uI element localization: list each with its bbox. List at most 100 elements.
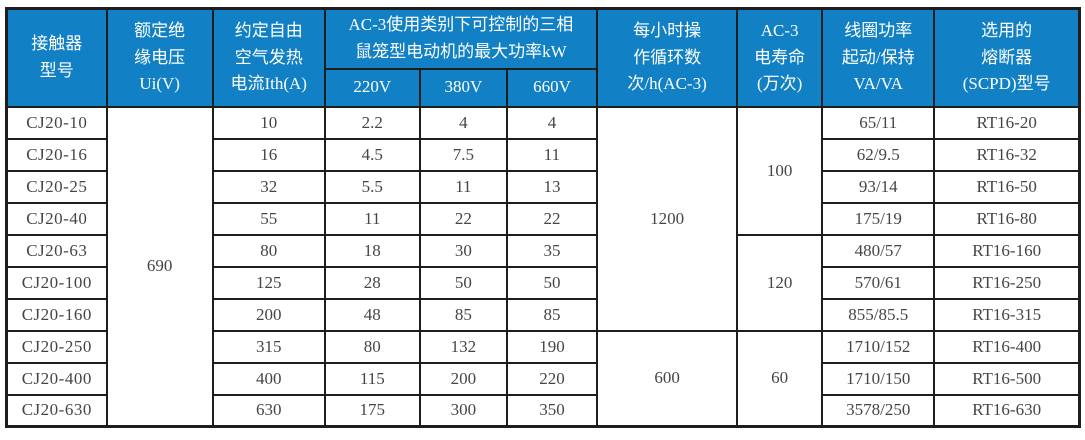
cell-kw220: 175 (323, 393, 421, 428)
table-row: CJ20-40 55 11 22 22 175/19 RT16-80 (5, 201, 1081, 236)
cell-model: CJ20-100 (5, 265, 108, 300)
table-row: CJ20-16 16 4.5 7.5 11 62/9.5 RT16-32 (5, 137, 1081, 172)
table-row: CJ20-100 125 28 50 50 570/61 RT16-250 (5, 265, 1081, 300)
table-body: CJ20-10 690 10 2.2 4 4 1200 100 65/11 RT… (5, 105, 1081, 428)
header-row-sub: 220V 380V 660V (7, 67, 1080, 108)
cell-ith: 16 (211, 137, 326, 172)
cell-coil-power: 1710/152 (821, 329, 936, 364)
cell-coil-power: 570/61 (821, 265, 936, 300)
cell-ith: 400 (211, 361, 326, 396)
table-row: CJ20-10 690 10 2.2 4 4 1200 100 65/11 RT… (5, 105, 1081, 428)
cell-kw380: 22 (418, 201, 508, 236)
cell-ith: 32 (211, 169, 326, 204)
cell-ith: 125 (211, 265, 326, 300)
cell-kw380: 85 (418, 297, 508, 332)
cell-fuse: RT16-250 (933, 265, 1081, 300)
cell-kw660: 11 (505, 137, 599, 172)
cell-fuse: RT16-400 (933, 329, 1081, 364)
contactor-spec-table-container: 接触器 型号 额定绝 缘电压 Ui(V) 约定自由 空气发热 电流Ith(A) … (5, 7, 1081, 428)
cell-kw220: 48 (323, 297, 421, 332)
cell-kw380: 132 (418, 329, 508, 364)
cell-kw660: 220 (505, 361, 599, 396)
cell-kw220: 2.2 (323, 105, 421, 140)
cell-model: CJ20-63 (5, 233, 108, 268)
cell-model: CJ20-630 (5, 393, 108, 428)
cell-life-merged-bottom: 60 (736, 329, 824, 428)
cell-coil-power: 480/57 (821, 233, 936, 268)
cell-kw220: 28 (323, 265, 421, 300)
cell-model: CJ20-40 (5, 201, 108, 236)
cell-kw380: 7.5 (418, 137, 508, 172)
cell-life-merged-top: 100 (736, 105, 824, 236)
table-row: CJ20-160 200 48 85 85 855/85.5 RT16-315 (5, 297, 1081, 332)
cell-kw220: 18 (323, 233, 421, 268)
cell-fuse: RT16-315 (933, 297, 1081, 332)
cell-kw660: 50 (505, 265, 599, 300)
col-header-380v: 380V (418, 67, 508, 108)
cell-coil-power: 93/14 (821, 169, 936, 204)
contactor-spec-table: 接触器 型号 额定绝 缘电压 Ui(V) 约定自由 空气发热 电流Ith(A) … (5, 7, 1081, 428)
cell-fuse: RT16-32 (933, 137, 1081, 172)
header-row-top: 接触器 型号 额定绝 缘电压 Ui(V) 约定自由 空气发热 电流Ith(A) … (5, 7, 1081, 108)
cell-model: CJ20-16 (5, 137, 108, 172)
cell-kw660: 4 (505, 105, 599, 140)
cell-model: CJ20-250 (5, 329, 108, 364)
cell-ith: 10 (211, 105, 326, 140)
cell-kw220: 5.5 (323, 169, 421, 204)
cell-kw660: 85 (505, 297, 599, 332)
table-row: CJ20-400 400 115 200 220 1710/150 RT16-5… (5, 361, 1081, 396)
cell-coil-power: 65/11 (821, 105, 936, 140)
cell-kw660: 35 (505, 233, 599, 268)
col-header-660v: 660V (505, 67, 599, 108)
col-header-fuse-type: 选用的 熔断器 (SCPD)型号 (933, 7, 1081, 108)
cell-fuse: RT16-80 (933, 201, 1081, 236)
table-row: CJ20-630 630 175 300 350 3578/250 RT16-6… (5, 393, 1081, 428)
cell-kw220: 115 (323, 361, 421, 396)
cell-kw660: 22 (505, 201, 599, 236)
cell-kw380: 50 (418, 265, 508, 300)
cell-model: CJ20-25 (5, 169, 108, 204)
table-row: CJ20-63 80 18 30 35 120 480/57 RT16-160 (5, 233, 1081, 332)
cell-fuse: RT16-630 (933, 393, 1081, 428)
table-row: CJ20-25 32 5.5 11 13 93/14 RT16-50 (5, 169, 1081, 204)
cell-coil-power: 62/9.5 (821, 137, 936, 172)
cell-ith: 315 (211, 329, 326, 364)
cell-fuse: RT16-20 (933, 105, 1081, 140)
cell-cycles-merged-top: 1200 (596, 105, 739, 332)
cell-fuse: RT16-160 (933, 233, 1081, 268)
cell-kw380: 300 (418, 393, 508, 428)
col-header-220v: 220V (323, 67, 421, 108)
col-header-coil-power: 线圈功率 起动/保持 VA/VA (821, 7, 936, 108)
cell-kw220: 4.5 (323, 137, 421, 172)
cell-kw220: 80 (323, 329, 421, 364)
cell-coil-power: 3578/250 (821, 393, 936, 428)
cell-ith: 80 (211, 233, 326, 268)
cell-model: CJ20-10 (5, 105, 108, 140)
cell-kw380: 4 (418, 105, 508, 140)
col-header-electrical-life: AC-3 电寿命 (万次) (736, 7, 824, 108)
cell-cycles-merged-bottom: 600 (596, 329, 739, 428)
cell-life-merged-mid: 120 (736, 233, 824, 332)
cell-ith: 630 (211, 393, 326, 428)
cell-ith: 200 (211, 297, 326, 332)
cell-coil-power: 855/85.5 (821, 297, 936, 332)
cell-model: CJ20-160 (5, 297, 108, 332)
cell-kw660: 350 (505, 393, 599, 428)
cell-ith: 55 (211, 201, 326, 236)
cell-coil-power: 175/19 (821, 201, 936, 236)
cell-kw660: 13 (505, 169, 599, 204)
cell-kw380: 11 (418, 169, 508, 204)
cell-kw380: 30 (418, 233, 508, 268)
cell-kw380: 200 (418, 361, 508, 396)
col-header-thermal-current: 约定自由 空气发热 电流Ith(A) (211, 7, 326, 108)
col-header-ac3-max-power: AC-3使用类别下可控制的三相 鼠笼型电动机的最大功率kW (323, 7, 599, 70)
cell-model: CJ20-400 (5, 361, 108, 396)
cell-insulation-voltage-merged: 690 (105, 105, 214, 428)
cell-fuse: RT16-500 (933, 361, 1081, 396)
col-header-cycles-per-hour: 每小时操 作循环数 次/h(AC-3) (596, 7, 739, 108)
col-header-insulation-voltage: 额定绝 缘电压 Ui(V) (105, 7, 214, 108)
table-header: 接触器 型号 额定绝 缘电压 Ui(V) 约定自由 空气发热 电流Ith(A) … (5, 7, 1081, 108)
cell-kw220: 11 (323, 201, 421, 236)
col-header-model: 接触器 型号 (5, 7, 108, 108)
cell-kw660: 190 (505, 329, 599, 364)
